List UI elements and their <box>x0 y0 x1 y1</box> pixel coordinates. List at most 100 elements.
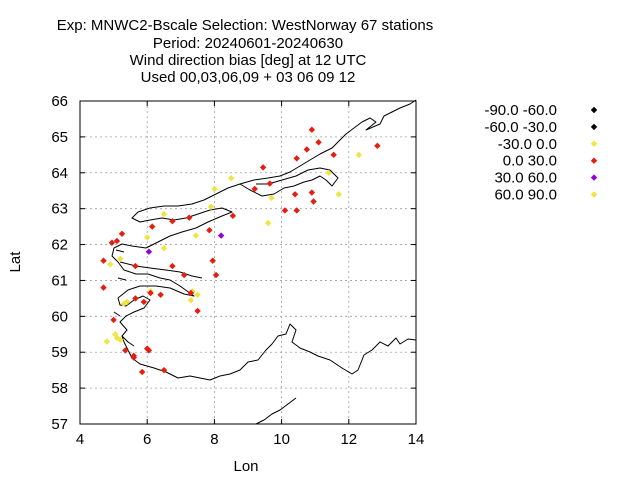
data-point-series-1 <box>180 271 188 279</box>
data-point-series-2 <box>145 248 153 255</box>
data-point-series-1 <box>160 366 168 374</box>
data-point-series-0 <box>355 151 363 159</box>
data-point-series-1 <box>149 223 156 230</box>
y-tick-label: 65 <box>51 129 68 146</box>
data-point-series-1 <box>113 237 121 245</box>
legend-marker <box>590 123 598 131</box>
data-point-series-0 <box>207 203 215 211</box>
data-point-series-1 <box>110 316 117 324</box>
title-line-3: Wind direction bias [deg] at 12 UTC <box>130 52 367 69</box>
data-point-series-1 <box>303 146 310 153</box>
legend-marker <box>590 174 598 181</box>
x-tick-label: 6 <box>143 431 151 448</box>
data-point-series-0 <box>107 261 114 268</box>
data-point-series-1 <box>206 227 213 234</box>
data-point-series-1 <box>281 207 289 214</box>
title-line-1: Exp: MNWC2-Bscale Selection: WestNorway … <box>57 17 434 34</box>
legend-label: 60.0 90.0 <box>494 187 557 204</box>
data-point-series-0 <box>160 244 168 252</box>
y-axis-ticks: 57 58 59 60 61 62 63 64 65 66 <box>51 93 416 433</box>
data-point-series-1 <box>157 291 164 298</box>
x-tick-label: 12 <box>340 431 357 448</box>
data-point-series-1 <box>169 218 176 225</box>
data-point-series-0 <box>112 331 119 338</box>
trondheimsfjord <box>239 167 339 197</box>
data-point-series-1 <box>186 214 193 221</box>
y-tick-label: 66 <box>51 93 68 110</box>
chart-title: Exp: MNWC2-Bscale Selection: WestNorway … <box>57 17 434 86</box>
data-point-series-1 <box>293 155 300 162</box>
data-point-series-1 <box>310 198 317 205</box>
data-point-series-1 <box>108 239 116 246</box>
data-point-series-1 <box>315 139 322 146</box>
west-islands <box>113 249 135 347</box>
data-point-series-1 <box>147 289 154 297</box>
y-tick-label: 59 <box>51 344 68 361</box>
data-point-series-0 <box>325 169 332 176</box>
x-axis-label: Lon <box>233 458 258 475</box>
coastline-map <box>111 99 417 425</box>
plot-grid <box>80 101 416 424</box>
data-point-series-1 <box>308 189 316 196</box>
data-point-series-0 <box>160 210 168 218</box>
coastline-norway <box>111 99 417 381</box>
data-point-series-0 <box>335 191 342 198</box>
data-point-series-0 <box>228 174 235 182</box>
data-point-series-1 <box>251 185 258 193</box>
legend-label: -30.0 0.0 <box>498 136 557 153</box>
data-point-series-1 <box>140 298 148 306</box>
data-point-series-0 <box>103 338 111 345</box>
title-line-2: Period: 20240601-20240630 <box>153 35 343 52</box>
y-tick-label: 60 <box>51 308 68 325</box>
data-point-series-1 <box>374 142 381 150</box>
data-point-series-1 <box>330 151 337 159</box>
data-points <box>100 126 381 376</box>
y-axis-label: Lat <box>7 251 24 273</box>
data-point-series-2 <box>217 232 225 239</box>
data-point-series-0 <box>117 336 124 343</box>
data-point-series-1 <box>118 230 126 237</box>
data-point-series-1 <box>138 368 146 376</box>
y-tick-label: 63 <box>51 201 68 218</box>
data-point-series-1 <box>209 257 216 264</box>
legend-marker <box>590 140 598 147</box>
legend-label: 30.0 60.0 <box>494 170 557 187</box>
data-point-series-1 <box>122 347 129 354</box>
data-point-series-0 <box>194 291 201 298</box>
legend-label: -60.0 -30.0 <box>484 119 557 136</box>
data-point-series-1 <box>308 126 316 133</box>
legend-label: -90.0 -60.0 <box>484 102 557 119</box>
data-point-series-0 <box>264 219 272 227</box>
data-point-series-0 <box>117 255 124 263</box>
legend: -90.0 -60.0-60.0 -30.0-30.0 0.00.0 30.03… <box>484 102 598 204</box>
legend-label: 0.0 30.0 <box>503 153 557 170</box>
data-point-series-1 <box>194 307 201 315</box>
data-point-series-1 <box>291 191 299 198</box>
data-point-series-0 <box>187 296 195 304</box>
data-point-series-1 <box>293 207 300 214</box>
y-tick-label: 58 <box>51 380 68 397</box>
y-tick-label: 61 <box>51 272 68 289</box>
data-point-series-0 <box>268 194 275 202</box>
x-tick-label: 10 <box>273 431 290 448</box>
y-tick-label: 64 <box>51 165 68 182</box>
sweden-coast <box>255 397 297 425</box>
data-point-series-1 <box>130 354 137 361</box>
data-point-series-1 <box>187 289 195 297</box>
data-point-series-1 <box>132 262 139 270</box>
legend-marker <box>590 157 598 164</box>
y-tick-label: 57 <box>51 416 68 433</box>
data-point-series-1 <box>100 257 107 264</box>
data-point-series-1 <box>266 180 274 187</box>
data-point-series-0 <box>211 185 218 193</box>
data-point-series-1 <box>229 212 237 220</box>
title-line-4: Used 00,03,06,09 + 03 06 09 12 <box>141 69 356 86</box>
data-point-series-1 <box>144 345 151 352</box>
x-axis-ticks: 4 6 8 10 12 14 <box>76 101 424 448</box>
data-point-series-1 <box>259 164 267 171</box>
legend-marker <box>590 191 598 198</box>
data-point-series-1 <box>132 295 139 302</box>
plot-frame <box>79 100 417 425</box>
sognefjord <box>119 261 203 279</box>
